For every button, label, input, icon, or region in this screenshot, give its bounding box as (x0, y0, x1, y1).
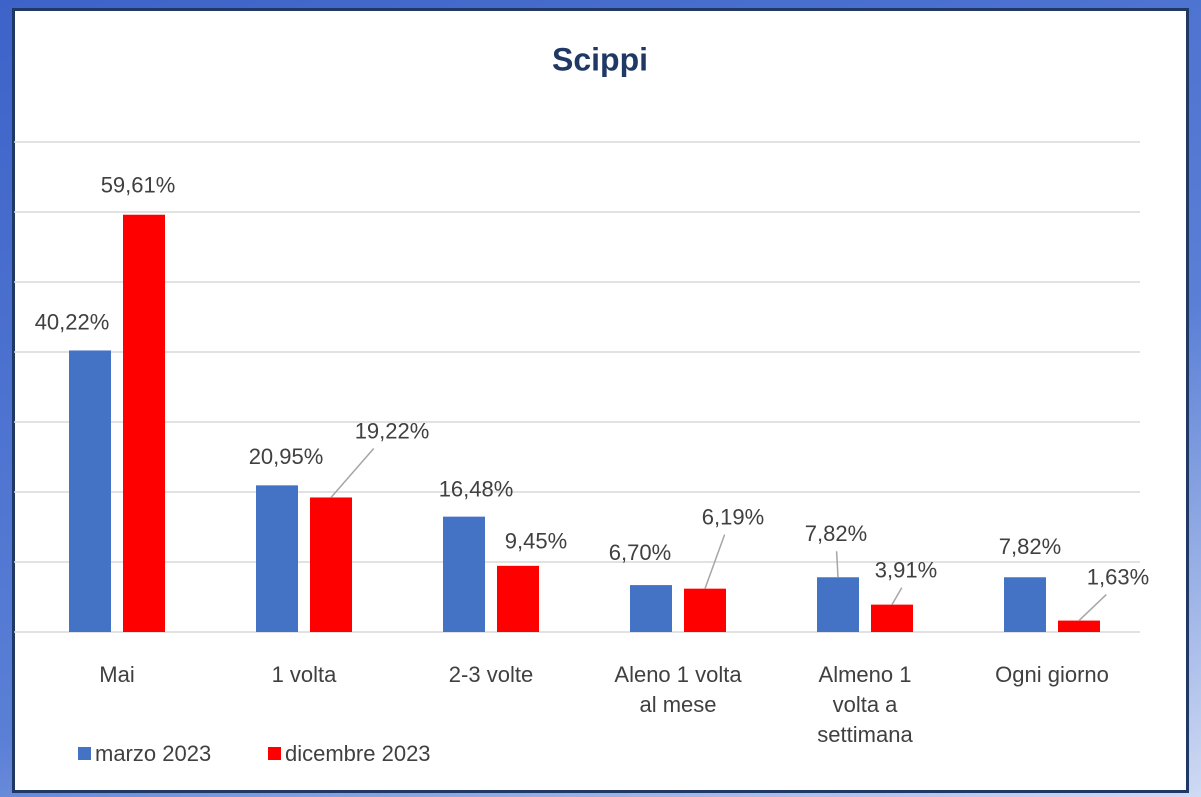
legend-label: marzo 2023 (95, 741, 211, 766)
data-label: 9,45% (505, 529, 567, 554)
bar (1058, 620, 1100, 632)
leader-line (891, 587, 903, 606)
data-label: 7,82% (805, 521, 867, 546)
x-tick-label: Ogni giorno (995, 662, 1109, 687)
data-label: 20,95% (249, 444, 324, 469)
leader-line (835, 551, 839, 578)
bar (630, 585, 672, 632)
legend-swatch (268, 747, 281, 760)
bar (1004, 577, 1046, 632)
data-label: 3,91% (875, 557, 937, 582)
bar (497, 565, 539, 632)
leader-line (704, 534, 726, 589)
legend-label: dicembre 2023 (285, 741, 431, 766)
leader-line (1078, 594, 1107, 622)
data-label: 59,61% (101, 173, 176, 198)
legend-swatch (78, 747, 91, 760)
leader-line (330, 447, 375, 498)
data-label: 19,22% (355, 418, 430, 443)
x-tick-label: Aleno 1 volta al mese (614, 662, 742, 717)
x-tick-label: 1 volta (271, 662, 337, 687)
data-label: 1,63% (1087, 564, 1149, 589)
data-label: 16,48% (439, 476, 514, 501)
bar (256, 485, 298, 632)
bar (817, 577, 859, 632)
data-label: 40,22% (35, 309, 110, 334)
bar (871, 604, 913, 632)
bar (123, 214, 165, 633)
bar (684, 588, 726, 632)
chart-title: Scippi (552, 41, 648, 77)
x-tick-label: 2-3 volte (448, 662, 534, 687)
bar (310, 497, 352, 632)
data-label: 6,70% (609, 540, 671, 565)
bar (69, 350, 111, 632)
x-tick-label: Mai (99, 662, 135, 687)
data-label: 7,82% (999, 534, 1061, 559)
card (12, 8, 1189, 793)
data-label: 6,19% (702, 504, 764, 529)
bar (443, 516, 485, 632)
x-tick-label: Almeno 1 volta a settimana (817, 662, 913, 747)
